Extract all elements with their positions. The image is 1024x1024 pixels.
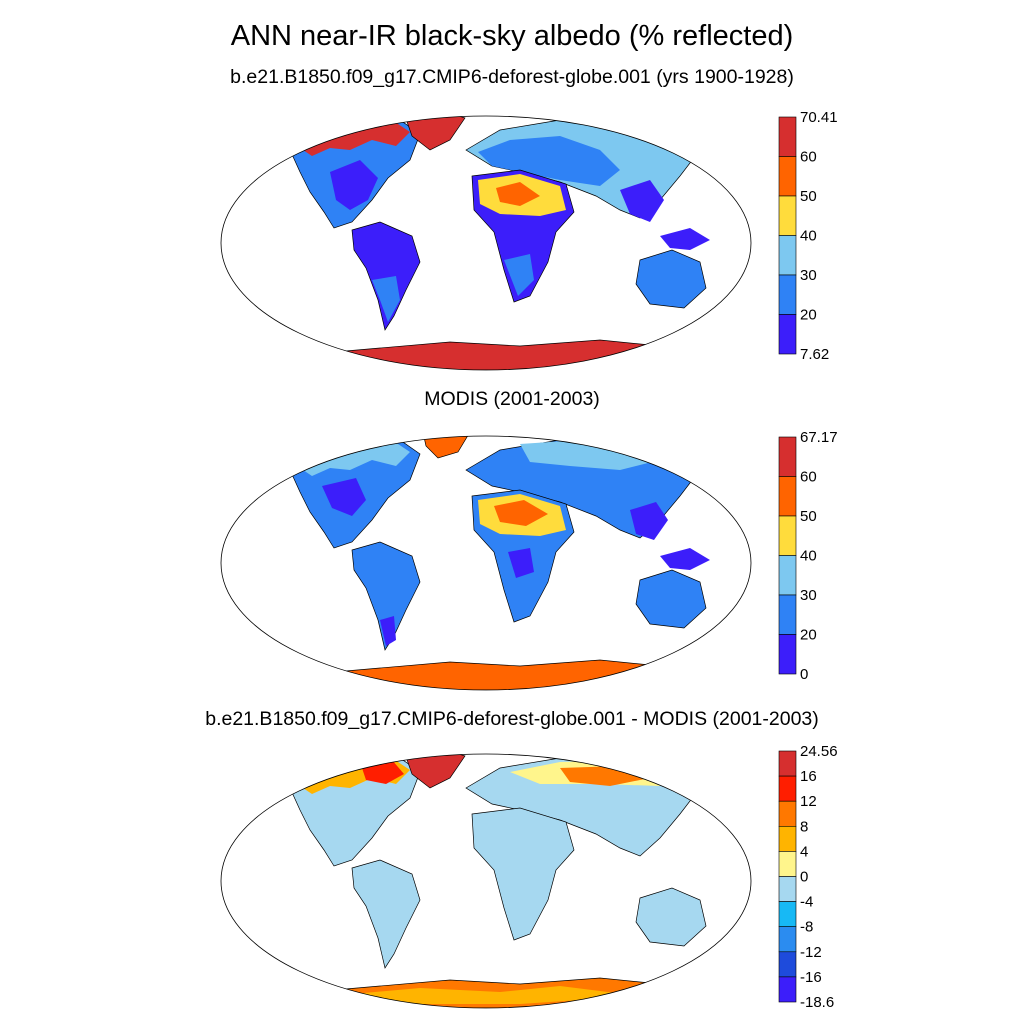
map-outline-2 xyxy=(220,435,752,691)
map-panel-1 xyxy=(259,116,721,370)
australia xyxy=(635,548,710,629)
greenland xyxy=(421,436,471,459)
north-america xyxy=(289,755,421,867)
panel-2-title: MODIS (2001-2003) xyxy=(424,388,600,410)
north-america xyxy=(289,117,421,229)
panel-3-title: b.e21.B1850.f09_g17.CMIP6-deforest-globe… xyxy=(205,708,819,730)
africa xyxy=(471,489,575,623)
map-outline-1 xyxy=(220,115,752,371)
australia xyxy=(635,228,710,309)
figure-title: ANN near-IR black-sky albedo (% reflecte… xyxy=(230,20,794,52)
africa xyxy=(471,169,575,303)
map-panel-3 xyxy=(259,754,721,1008)
eurasia xyxy=(465,117,701,222)
south-america xyxy=(351,221,421,331)
south-america xyxy=(351,859,421,969)
antarctica xyxy=(259,339,721,370)
antarctica xyxy=(259,659,721,690)
map-outline-3 xyxy=(220,753,752,1009)
africa xyxy=(471,807,575,941)
north-america xyxy=(289,437,421,549)
australia xyxy=(635,887,707,947)
panel-1-title: b.e21.B1850.f09_g17.CMIP6-deforest-globe… xyxy=(230,66,794,88)
antarctica xyxy=(259,977,721,1008)
south-america xyxy=(351,541,421,651)
